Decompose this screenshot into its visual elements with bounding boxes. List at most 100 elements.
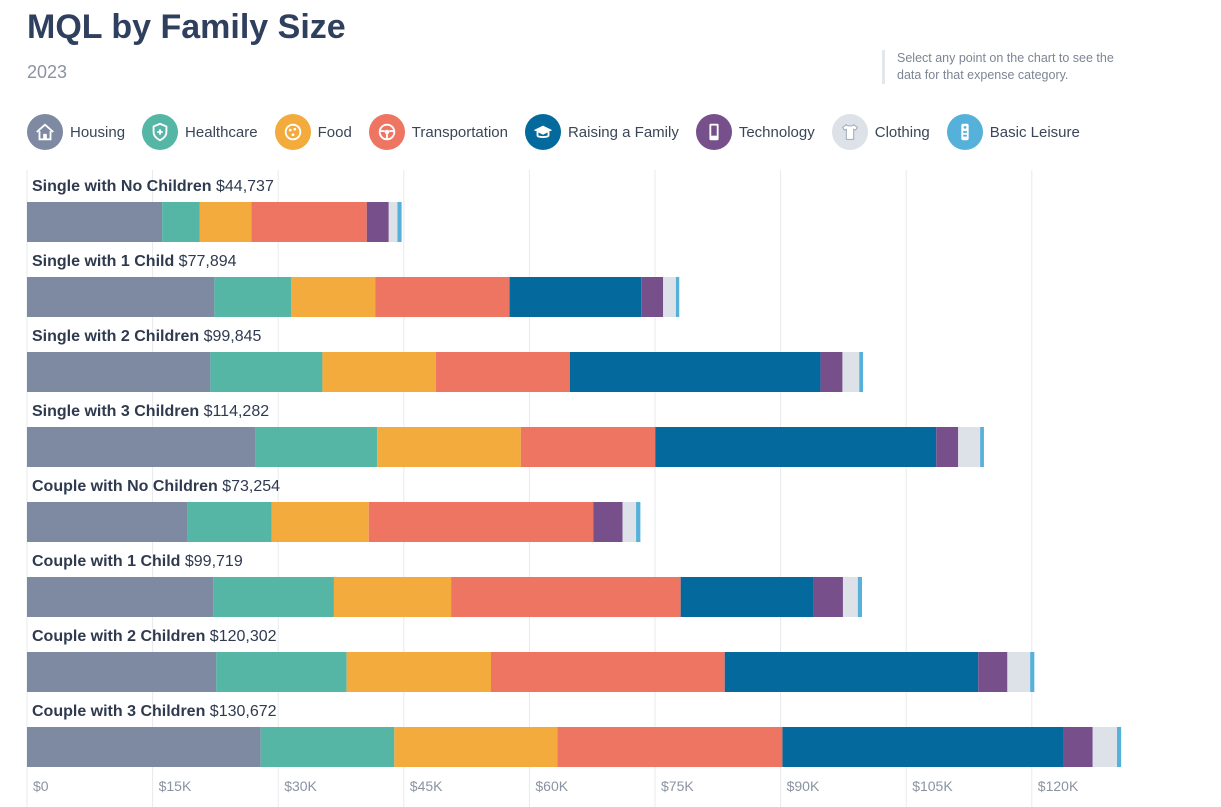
x-tick-label: $15K (159, 778, 192, 794)
bar-segment[interactable] (255, 427, 378, 467)
bar-segment[interactable] (375, 277, 510, 317)
legend-label: Raising a Family (567, 123, 679, 141)
bar-segment[interactable] (782, 727, 1064, 767)
bar-segment[interactable] (216, 652, 347, 692)
legend-item-transportation[interactable]: Transportation (368, 114, 508, 150)
total-label: $120,302 (205, 628, 276, 645)
x-tick-label: $120K (1038, 778, 1079, 794)
bar-segment[interactable] (388, 202, 398, 242)
pizza-icon (274, 114, 311, 150)
bar-segment[interactable] (593, 502, 623, 542)
legend-item-healthcare[interactable]: Healthcare (142, 114, 258, 150)
row-label: Couple with 2 Children $120,302 (32, 628, 277, 645)
x-tick-label: $0 (33, 778, 49, 794)
bar-segment[interactable] (1063, 727, 1093, 767)
phone-icon (695, 114, 732, 150)
legend-label: Healthcare (185, 123, 258, 141)
bar-segment[interactable] (569, 352, 821, 392)
category-label: Single with 3 Children (32, 403, 199, 420)
bar-segment[interactable] (813, 577, 843, 617)
legend-item-raising-a-family[interactable]: Raising a Family (524, 114, 679, 150)
legend-item-basic-leisure[interactable]: Basic Leisure (946, 114, 1080, 150)
bar-segment[interactable] (1117, 727, 1122, 767)
bar-segment[interactable] (322, 352, 436, 392)
bar-segment[interactable] (27, 202, 163, 242)
graduation-cap-icon (524, 114, 561, 150)
legend: Housing Healthcare Food Transportation R… (27, 112, 1097, 152)
x-tick-label: $30K (284, 778, 317, 794)
bar-segment[interactable] (435, 352, 570, 392)
bar-segment[interactable] (1007, 652, 1031, 692)
bar-segment[interactable] (333, 577, 452, 617)
total-label: $130,672 (205, 703, 276, 720)
row-label: Single with 1 Child $77,894 (32, 253, 237, 270)
bar-segment[interactable] (368, 502, 594, 542)
legend-label: Clothing (874, 123, 930, 141)
chart-title: MQL by Family Size (27, 8, 346, 46)
category-label: Couple with No Children (32, 478, 218, 495)
bar-segment[interactable] (641, 277, 664, 317)
legend-item-technology[interactable]: Technology (695, 114, 815, 150)
bar-segment[interactable] (980, 427, 984, 467)
bar-segment[interactable] (27, 577, 214, 617)
bar-segment[interactable] (187, 502, 272, 542)
bar-segment[interactable] (210, 352, 323, 392)
bar-segment[interactable] (520, 427, 656, 467)
bar-segment[interactable] (1092, 727, 1118, 767)
bar-segment[interactable] (663, 277, 676, 317)
bar-segment[interactable] (27, 727, 261, 767)
instruction-note: Select any point on the chart to see the… (882, 50, 1137, 84)
bar-segment[interactable] (820, 352, 843, 392)
bar-segment[interactable] (451, 577, 681, 617)
bar-segment[interactable] (857, 577, 862, 617)
bar-segment[interactable] (842, 352, 860, 392)
bar-segment[interactable] (27, 502, 188, 542)
bar-segment[interactable] (622, 502, 637, 542)
bar-segment[interactable] (636, 502, 641, 542)
steering-wheel-icon (368, 114, 405, 150)
bar-segment[interactable] (271, 502, 369, 542)
bar-segment[interactable] (27, 277, 215, 317)
bar-segment[interactable] (366, 202, 389, 242)
total-label: $77,894 (174, 253, 236, 270)
chart-subtitle: 2023 (27, 62, 68, 82)
row-label: Couple with 1 Child $99,719 (32, 553, 243, 570)
x-tick-label: $105K (912, 778, 953, 794)
bar-segment[interactable] (978, 652, 1008, 692)
bar-segment[interactable] (394, 727, 558, 767)
row-label: Couple with No Children $73,254 (32, 478, 280, 495)
bar-segment[interactable] (213, 577, 334, 617)
legend-item-clothing[interactable]: Clothing (831, 114, 930, 150)
bar-segment[interactable] (557, 727, 783, 767)
bar-segment[interactable] (1030, 652, 1035, 692)
bar-segment[interactable] (291, 277, 376, 317)
bar-segment[interactable] (214, 277, 292, 317)
legend-item-housing[interactable]: Housing (27, 114, 125, 150)
bar-segment[interactable] (346, 652, 491, 692)
legend-label: Transportation (411, 123, 508, 141)
bar-segment[interactable] (162, 202, 200, 242)
bar-segment[interactable] (724, 652, 979, 692)
bar-segment[interactable] (509, 277, 642, 317)
bar-segment[interactable] (680, 577, 814, 617)
bar-segment[interactable] (936, 427, 959, 467)
bar-segment[interactable] (490, 652, 725, 692)
total-label: $73,254 (218, 478, 280, 495)
legend-item-food[interactable]: Food (274, 114, 352, 150)
bar-segment[interactable] (859, 352, 864, 392)
bar-segment[interactable] (675, 277, 680, 317)
remote-icon (946, 114, 983, 150)
bar-segment[interactable] (655, 427, 937, 467)
bar-segment[interactable] (842, 577, 858, 617)
x-tick-label: $45K (410, 778, 443, 794)
bar-segment[interactable] (27, 652, 217, 692)
bar-segment[interactable] (251, 202, 367, 242)
bar-segment[interactable] (377, 427, 521, 467)
bar-segment[interactable] (27, 352, 211, 392)
bar-segment[interactable] (260, 727, 395, 767)
bar-segment[interactable] (958, 427, 981, 467)
bar-segment[interactable] (397, 202, 402, 242)
bar-segment[interactable] (199, 202, 252, 242)
bar-segment[interactable] (27, 427, 256, 467)
